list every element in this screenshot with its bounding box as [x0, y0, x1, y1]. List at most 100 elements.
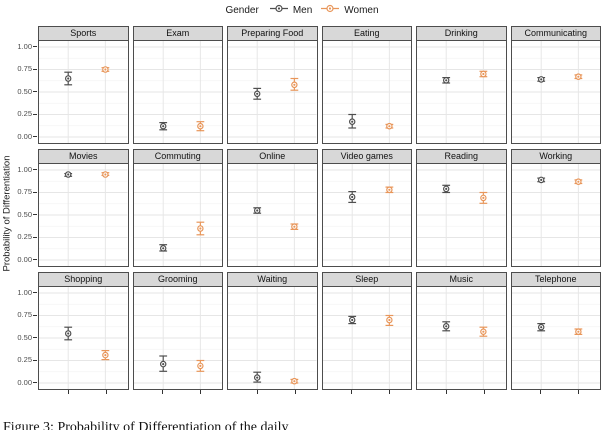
y-tick-label: 0.75 — [17, 187, 32, 196]
y-axis-label: Probability of Differentiation — [1, 155, 13, 272]
facet-title: Communicating — [510, 26, 601, 40]
facet-plot — [511, 287, 600, 389]
facet-title: Online — [227, 149, 318, 163]
y-tick-mark — [33, 169, 37, 170]
facet-panel: Sleep — [321, 272, 413, 395]
facet-title: Music — [416, 272, 507, 286]
facet-grid: 1.00 0.75 0.50 0.25 0.00 Sports Exam Pre… — [12, 26, 601, 400]
facet-plot — [417, 41, 506, 143]
y-tick-label: 0.50 — [17, 86, 32, 96]
facet-title: Movies — [38, 149, 129, 163]
x-tick-mark — [200, 390, 202, 394]
y-tick-label: 0.00 — [17, 131, 32, 141]
figure-caption: Figure 3: Probability of Differentiation… — [3, 420, 289, 430]
legend-title: Gender — [225, 4, 259, 16]
x-tick-mark — [162, 390, 164, 394]
facet-title: Commuting — [132, 149, 223, 163]
y-axis-ticks: 1.00 0.75 0.50 0.25 0.00 — [12, 26, 38, 144]
panel-box — [321, 286, 412, 390]
y-tick-mark — [33, 259, 37, 260]
men-pointrange-icon — [269, 3, 289, 17]
facet-plot — [322, 287, 411, 389]
facet-title: Video games — [321, 149, 412, 163]
legend-label-men: Men — [292, 4, 313, 16]
panel-box — [321, 40, 412, 144]
y-tick-mark — [33, 68, 37, 70]
facet-title: Working — [510, 149, 601, 163]
y-tick-label: 0.75 — [17, 310, 32, 319]
panel-box — [38, 40, 129, 144]
y-tick-mark — [33, 314, 37, 316]
facet-panel: Online — [227, 149, 318, 267]
panel-box — [510, 286, 601, 390]
facet-panels: Shopping Grooming Waiting — [38, 272, 601, 395]
facet-panel: Telephone — [510, 272, 601, 395]
y-tick-label: 0.00 — [17, 254, 32, 264]
x-axis-ticks — [133, 390, 224, 395]
facet-panel: Grooming — [132, 272, 224, 395]
x-tick-mark — [578, 390, 580, 394]
y-tick-mark — [33, 46, 37, 47]
x-axis-ticks — [227, 390, 318, 395]
y-tick-mark — [33, 236, 37, 238]
facet-plot — [417, 287, 506, 389]
x-axis-ticks — [38, 390, 129, 395]
panel-box — [510, 163, 601, 267]
facet-plot — [228, 41, 317, 143]
y-tick-label: 0.50 — [17, 209, 32, 219]
y-tick-mark — [33, 136, 37, 137]
y-tick-mark — [33, 337, 37, 338]
facet-panel: Preparing Food — [227, 26, 318, 144]
facet-panel: Music — [416, 272, 507, 395]
facet-title: Sports — [38, 26, 129, 40]
panel-box — [227, 163, 318, 267]
facet-plot — [39, 41, 128, 143]
y-tick-label: 0.25 — [17, 355, 32, 364]
facet-plot — [322, 164, 411, 266]
facet-panels: Movies Commuting Online Video ga — [38, 149, 601, 267]
facet-panel: Commuting — [132, 149, 223, 267]
legend-entry-women: Women — [320, 3, 379, 17]
facet-plot — [39, 164, 128, 266]
facet-panels: Sports Exam Preparing Food Eatin — [38, 26, 601, 144]
facet-plot — [228, 287, 317, 389]
x-axis-ticks — [322, 390, 413, 395]
facet-panel: Movies — [38, 149, 129, 267]
facet-row: 1.00 0.75 0.50 0.25 0.00 Shopping Groomi… — [12, 272, 601, 395]
panel-box — [38, 163, 129, 267]
x-tick-mark — [105, 390, 107, 394]
facet-panel: Video games — [321, 149, 412, 267]
y-tick-label: 0.25 — [17, 109, 32, 118]
y-tick-label: 0.50 — [17, 332, 32, 342]
panel-box — [38, 286, 129, 390]
y-tick-mark — [33, 91, 37, 92]
facet-plot — [511, 41, 600, 143]
facet-title: Waiting — [227, 272, 318, 286]
facet-panel: Eating — [321, 26, 412, 144]
x-axis-ticks — [416, 390, 507, 395]
facet-title: Reading — [416, 149, 507, 163]
facet-title: Exam — [132, 26, 223, 40]
panel-box — [132, 40, 223, 144]
facet-panel: Working — [510, 149, 601, 267]
y-tick-label: 1.00 — [17, 287, 32, 297]
facet-plot — [133, 287, 222, 389]
y-tick-label: 0.00 — [17, 377, 32, 387]
facet-panel: Shopping — [38, 272, 129, 395]
y-axis-ticks: 1.00 0.75 0.50 0.25 0.00 — [12, 149, 38, 267]
x-tick-mark — [351, 390, 353, 394]
facet-row: 1.00 0.75 0.50 0.25 0.00 Sports Exam Pre… — [12, 26, 601, 144]
facet-panel: Exam — [132, 26, 223, 144]
panel-box — [132, 163, 223, 267]
women-pointrange-icon — [320, 3, 340, 17]
y-tick-mark — [33, 113, 37, 115]
facet-plot — [133, 164, 222, 266]
facet-panel: Reading — [416, 149, 507, 267]
facet-panel: Sports — [38, 26, 129, 144]
facet-title: Grooming — [132, 272, 223, 286]
facet-title: Preparing Food — [227, 26, 318, 40]
legend-entry-men: Men — [269, 3, 312, 17]
y-tick-label: 1.00 — [17, 41, 32, 51]
facet-panel: Communicating — [510, 26, 601, 144]
